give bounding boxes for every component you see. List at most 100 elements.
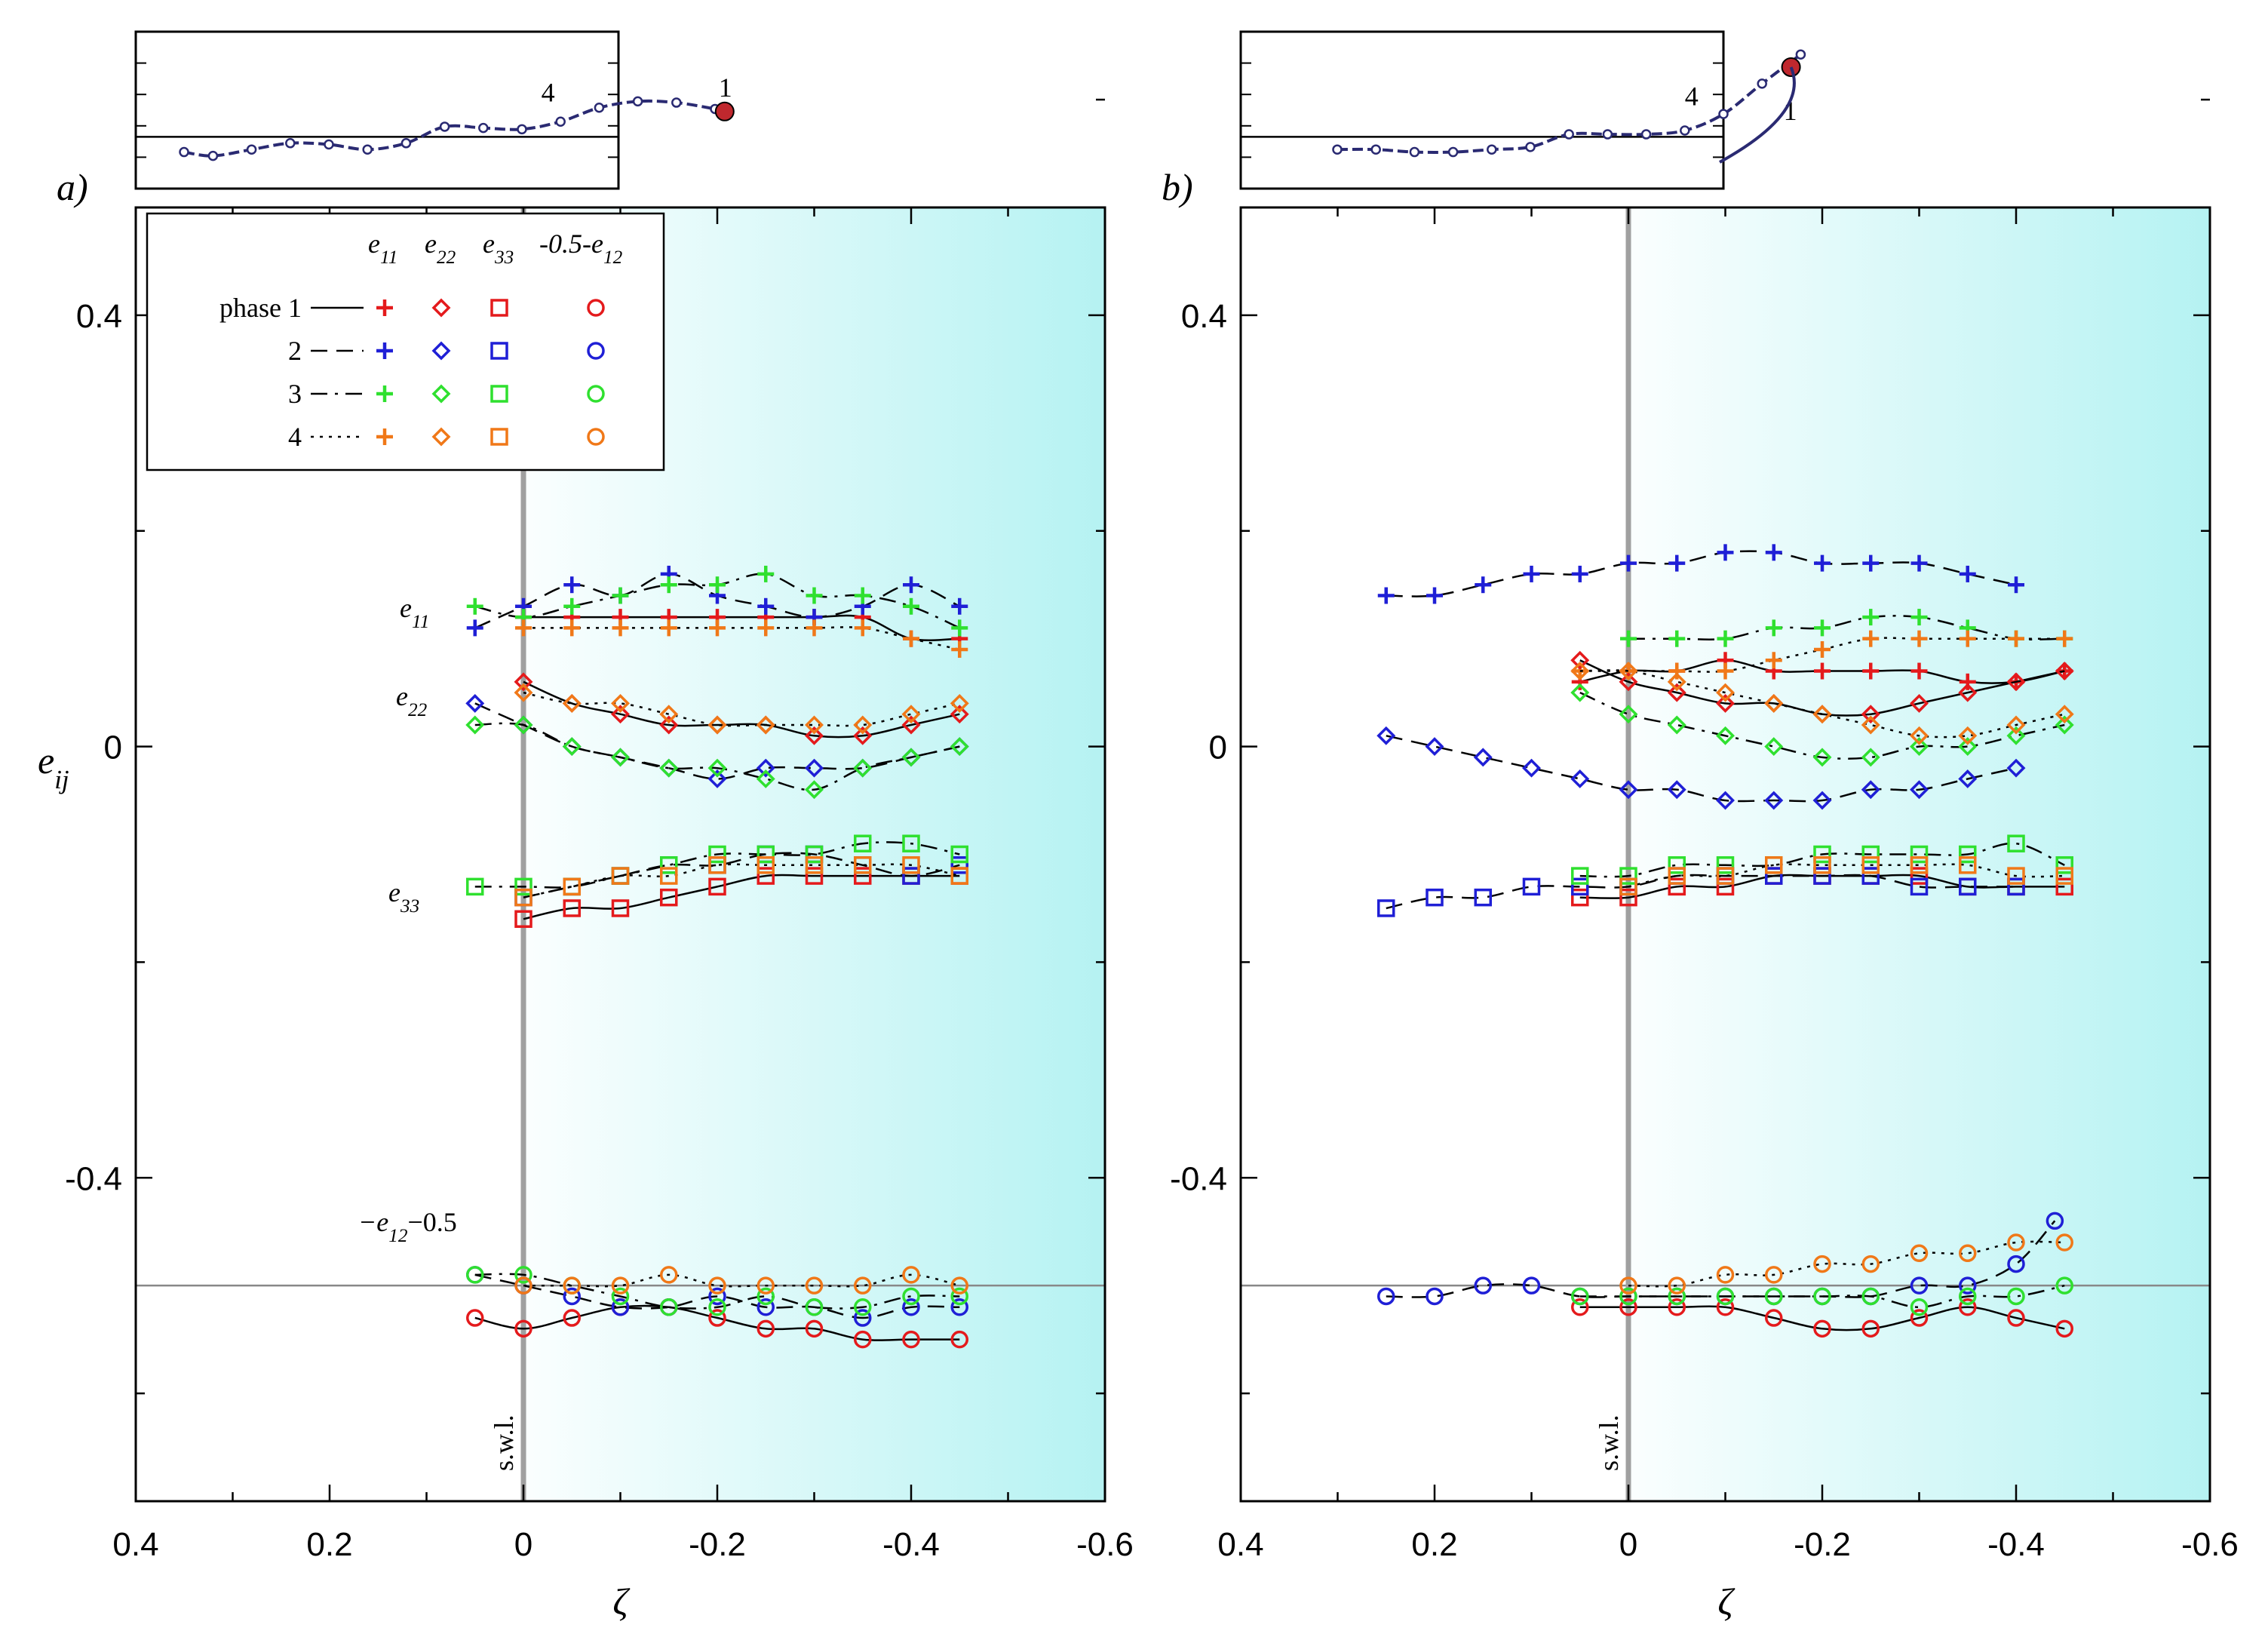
point-e22-phase2-8 xyxy=(1764,791,1784,810)
point-e12-phase1-5 xyxy=(708,1309,726,1327)
point-e12-phase2-11 xyxy=(1910,1276,1929,1294)
point-e22-phase4-4 xyxy=(1764,693,1784,713)
point-e33-phase4-6 xyxy=(805,856,824,874)
inset-point-1 xyxy=(207,150,219,161)
point-e12-phase2-9 xyxy=(902,1298,920,1316)
point-e33-phase2-11 xyxy=(1910,877,1929,896)
point-e33-phase2-3 xyxy=(1522,877,1541,896)
legend-marker-e22-phase3 xyxy=(431,384,451,404)
point-e12-phase1-9 xyxy=(2007,1309,2025,1327)
inset-frame xyxy=(134,30,620,190)
point-e22-phase3-10 xyxy=(2055,715,2074,735)
point-e22-phase2-13 xyxy=(2006,758,2026,778)
point-e22-phase3-3 xyxy=(1716,726,1735,745)
point-e12-phase2-3 xyxy=(611,1298,630,1316)
point-e12-phase3-6 xyxy=(1861,1287,1880,1306)
point-e22-phase4-3 xyxy=(659,705,679,724)
inset-point-0 xyxy=(1332,144,1343,155)
point-e11-phase2-2 xyxy=(1475,576,1492,594)
point-e33-phase3-10 xyxy=(2055,856,2073,874)
x-tick-label: 0 xyxy=(1619,1526,1637,1563)
point-e22-phase1-2 xyxy=(611,705,630,724)
point-e22-phase3-6 xyxy=(1861,748,1880,767)
point-e11-phase4-7 xyxy=(1910,630,1928,647)
series-line-e12-phase3 xyxy=(1579,1284,2065,1309)
point-e33-phase3-2 xyxy=(1668,856,1686,874)
inset-point-10 xyxy=(1718,109,1729,119)
point-e33-phase3-1 xyxy=(514,877,532,896)
point-e11-phase1-5 xyxy=(1814,662,1831,680)
point-e12-phase4-4 xyxy=(708,1276,726,1294)
point-e11-phase3-1 xyxy=(1668,630,1686,647)
inset-point-12 xyxy=(632,96,643,107)
point-e12-phase1-8 xyxy=(854,1330,872,1349)
point-e12-phase4-2 xyxy=(1716,1266,1735,1284)
point-e33-phase3-7 xyxy=(1910,845,1929,864)
legend-marker-e12-phase2 xyxy=(587,342,605,360)
point-e22-phase3-9 xyxy=(2006,726,2026,745)
point-e11-phase4-4 xyxy=(1765,652,1782,669)
inset-frame xyxy=(1239,30,1725,190)
point-e11-phase4-10 xyxy=(2056,630,2073,647)
point-e12-phase3-5 xyxy=(1813,1287,1831,1306)
point-e33-phase3-1 xyxy=(1619,867,1637,885)
inset-point-7 xyxy=(439,121,450,132)
legend-marker-e33-phase2 xyxy=(490,342,508,360)
point-e22-phase4-9 xyxy=(2006,715,2026,735)
point-e22-phase2-12 xyxy=(1958,769,1978,788)
point-e33-phase1-1 xyxy=(1619,888,1637,907)
point-e33-phase4-8 xyxy=(2007,867,2025,885)
point-e22-phase1-2 xyxy=(1667,683,1686,702)
point-e12-phase4-6 xyxy=(1910,1244,1929,1263)
legend-marker-e11-phase2 xyxy=(376,342,393,359)
point-e22-phase4-2 xyxy=(611,693,630,713)
inset-phase4-label: 4 xyxy=(542,77,555,107)
point-e22-phase2-7 xyxy=(805,758,824,778)
point-e33-phase4-3 xyxy=(660,867,678,885)
point-e12-phase1-10 xyxy=(950,1330,968,1349)
point-e12-phase2-12 xyxy=(1959,1276,1977,1294)
point-e11-phase4-3 xyxy=(1717,662,1734,680)
point-e33-phase4-2 xyxy=(1716,867,1735,885)
point-e33-phase2-13 xyxy=(2007,877,2025,896)
point-e12-phase4-4 xyxy=(1813,1255,1831,1273)
point-e11-phase4-0 xyxy=(515,619,532,637)
point-e33-phase3-5 xyxy=(1813,845,1831,864)
point-e33-phase3-0 xyxy=(1571,867,1589,885)
point-e11-phase3-5 xyxy=(709,576,726,594)
swl-label: s.w.l. xyxy=(1594,1414,1624,1471)
point-e22-phase2-3 xyxy=(1522,758,1541,778)
series-line-e22-phase2 xyxy=(1386,735,2017,803)
point-e12-phase4-6 xyxy=(805,1276,824,1294)
point-e11-phase4-8 xyxy=(903,630,919,647)
point-e11-phase2-12 xyxy=(1959,565,1976,582)
point-e12-phase1-1 xyxy=(514,1319,532,1338)
x-axis-title: ζ xyxy=(1717,1580,1736,1623)
point-e11-phase2-6 xyxy=(757,597,775,615)
point-e12-phase3-7 xyxy=(805,1298,824,1316)
point-e11-phase2-9 xyxy=(1814,554,1831,572)
point-e33-phase1-7 xyxy=(854,867,872,885)
inset-phase4-label: 4 xyxy=(1685,81,1699,111)
point-e22-phase4-0 xyxy=(514,683,533,702)
legend-marker-e33-phase3 xyxy=(490,385,508,403)
point-e11-phase4-1 xyxy=(1620,662,1637,680)
point-e12-phase4-7 xyxy=(1959,1244,1977,1263)
point-e12-phase1-8 xyxy=(1959,1298,1977,1316)
inset-point-3 xyxy=(1447,146,1459,158)
point-e33-phase3-0 xyxy=(466,877,484,896)
panel-b: s.w.l.0.4 0.2 0 -0.2 -0.4 -0.60.40-0.4ζb)14 xyxy=(1162,30,2239,1623)
point-e33-phase2-10 xyxy=(1861,867,1880,885)
series-line-e11-phase1 xyxy=(523,614,960,642)
point-e33-phase4-3 xyxy=(1765,856,1783,874)
point-e12-phase4-1 xyxy=(563,1276,581,1294)
point-e22-phase4-5 xyxy=(1812,705,1832,724)
point-e11-phase2-1 xyxy=(1426,587,1443,604)
inset-point-7 xyxy=(1602,129,1613,140)
point-e11-phase2-3 xyxy=(1523,565,1540,582)
point-e33-phase4-0 xyxy=(1619,877,1637,896)
y-tick-label: 0 xyxy=(1209,729,1227,766)
legend-marker-e33-phase1 xyxy=(490,299,508,317)
point-e11-phase3-2 xyxy=(1717,630,1734,647)
point-e22-phase1-1 xyxy=(1619,672,1638,692)
